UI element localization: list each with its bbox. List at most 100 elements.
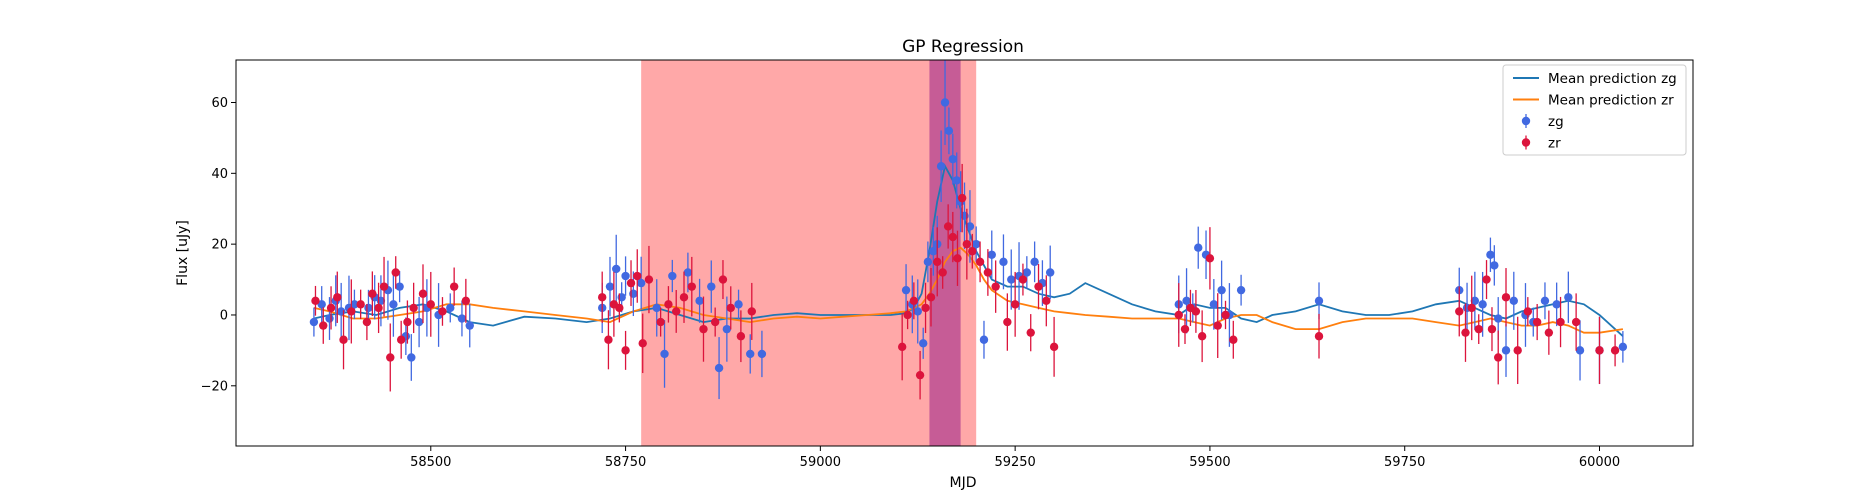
plot-area <box>235 59 1694 447</box>
data-point <box>311 296 320 306</box>
data-point <box>1229 335 1238 344</box>
data-point <box>672 307 681 316</box>
data-point <box>991 282 1000 291</box>
data-point <box>1236 285 1246 295</box>
data-point <box>386 353 395 362</box>
data-point <box>461 296 471 306</box>
data-point <box>718 275 728 284</box>
data-point <box>1003 317 1012 327</box>
data-point <box>722 324 732 334</box>
data-point <box>1461 328 1470 337</box>
data-point <box>364 303 373 313</box>
data-point <box>1470 296 1480 306</box>
data-point <box>971 239 981 249</box>
legend-label: Mean prediction zg <box>1548 71 1677 87</box>
data-point <box>747 307 756 316</box>
y-tick-label: 40 <box>211 167 228 182</box>
y-tick-label: 60 <box>211 96 228 111</box>
legend-marker-swatch <box>1521 138 1531 147</box>
data-point <box>1314 296 1324 306</box>
data-point <box>333 293 342 302</box>
data-point <box>379 282 389 291</box>
data-point <box>975 257 985 267</box>
shaded-regions <box>641 60 977 446</box>
data-point <box>317 300 326 309</box>
data-point <box>652 303 661 313</box>
data-point <box>438 307 447 316</box>
data-point <box>915 370 925 380</box>
data-point <box>426 300 435 309</box>
data-point <box>913 307 922 316</box>
data-point <box>1213 321 1222 330</box>
x-tick-label: 58750 <box>605 455 646 470</box>
data-point <box>1474 324 1483 334</box>
data-point <box>626 278 636 288</box>
data-point <box>1026 328 1035 337</box>
data-point <box>636 278 646 288</box>
shaded-region <box>641 60 977 446</box>
x-tick-label: 59250 <box>994 455 1035 470</box>
data-point <box>1595 346 1604 355</box>
y-tick-label: −20 <box>201 379 228 394</box>
data-point <box>1221 310 1230 320</box>
data-point <box>1314 332 1324 341</box>
data-point <box>1467 303 1476 313</box>
legend-box <box>1502 64 1687 156</box>
data-point <box>1482 275 1491 284</box>
data-point <box>465 321 474 330</box>
data-point <box>1018 275 1028 284</box>
data-point <box>605 282 615 291</box>
data-point <box>339 335 348 344</box>
data-point <box>1010 300 1020 309</box>
data-point <box>1046 268 1055 277</box>
y-tick-label: 0 <box>220 308 228 323</box>
legend-marker-swatch <box>1521 116 1531 126</box>
data-point <box>319 321 328 330</box>
data-point <box>948 154 958 164</box>
data-point <box>395 282 404 291</box>
data-point <box>957 193 967 203</box>
data-point <box>1564 293 1573 302</box>
data-point <box>1007 275 1016 284</box>
data-point <box>457 314 467 323</box>
x-tick-label: 59000 <box>800 455 841 470</box>
data-point <box>707 282 716 291</box>
legend: Mean prediction zg Mean prediction zr zg zr <box>1502 64 1687 156</box>
data-point <box>1575 346 1585 355</box>
data-point <box>1610 346 1620 355</box>
x-tick-label: 59500 <box>1189 455 1230 470</box>
data-point <box>953 254 962 263</box>
data-point <box>1478 300 1487 309</box>
data-point <box>446 303 455 313</box>
data-point <box>968 247 977 256</box>
data-point <box>933 257 942 267</box>
data-point <box>356 300 365 309</box>
x-tick-label: 59750 <box>1384 455 1425 470</box>
data-point <box>1487 324 1497 334</box>
data-point <box>999 257 1008 267</box>
data-point <box>1180 324 1190 334</box>
data-point <box>938 268 947 277</box>
x-axis-label: MJD <box>950 475 977 491</box>
data-point <box>1486 250 1495 259</box>
data-point <box>409 303 418 313</box>
data-point <box>403 317 412 327</box>
chart-title: GP Regression <box>902 37 1024 57</box>
data-point <box>633 271 642 281</box>
data-point <box>736 332 746 341</box>
data-point <box>612 264 621 274</box>
data-point <box>1217 285 1226 295</box>
data-point <box>374 303 383 313</box>
data-point <box>923 257 933 267</box>
data-point <box>714 363 724 373</box>
data-point <box>983 268 993 277</box>
data-point <box>699 324 708 334</box>
data-point <box>1544 328 1554 337</box>
data-point <box>944 126 954 136</box>
data-point <box>1022 268 1032 277</box>
data-point <box>644 275 654 284</box>
data-point <box>1501 346 1511 355</box>
data-point <box>1209 300 1219 309</box>
